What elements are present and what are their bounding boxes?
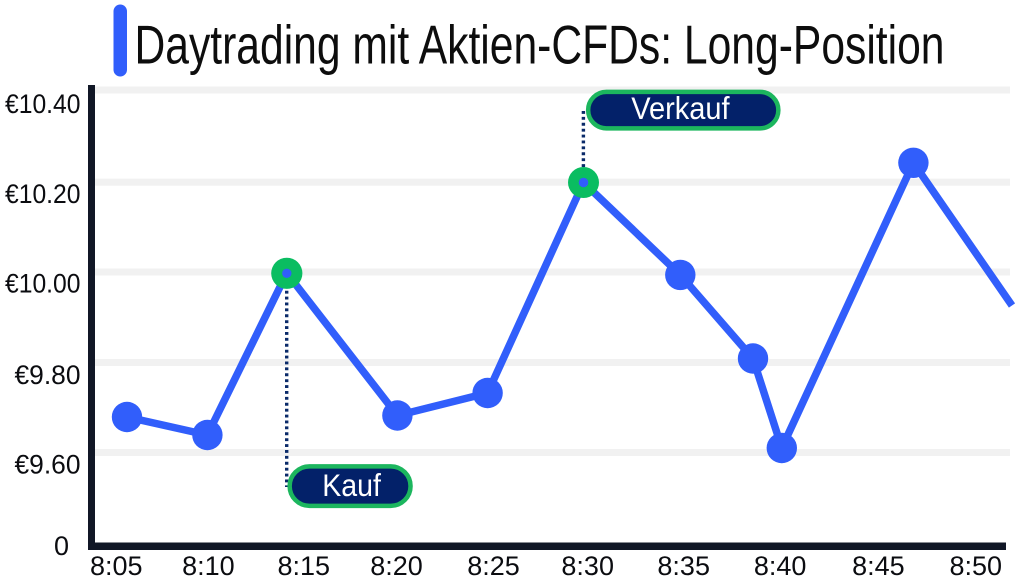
- svg-text:8:05: 8:05: [90, 551, 143, 581]
- svg-text:€10.40: €10.40: [5, 89, 81, 119]
- svg-text:8:40: 8:40: [754, 551, 807, 581]
- svg-text:8:25: 8:25: [467, 551, 520, 581]
- svg-text:Verkauf: Verkauf: [631, 90, 730, 126]
- svg-text:0: 0: [54, 531, 69, 561]
- svg-text:8:20: 8:20: [370, 551, 423, 581]
- svg-text:8:10: 8:10: [182, 551, 235, 581]
- svg-text:8:15: 8:15: [278, 551, 331, 581]
- svg-text:8:45: 8:45: [852, 551, 905, 581]
- svg-text:8:50: 8:50: [950, 551, 1003, 581]
- svg-text:€9.60: €9.60: [15, 449, 81, 479]
- svg-text:Daytrading mit Aktien-CFDs: Lo: Daytrading mit Aktien-CFDs: Long-Positio…: [135, 14, 945, 76]
- svg-text:€10.00: €10.00: [5, 268, 81, 298]
- svg-text:Kauf: Kauf: [322, 467, 381, 503]
- svg-text:8:30: 8:30: [561, 551, 614, 581]
- svg-text:8:35: 8:35: [657, 551, 710, 581]
- svg-text:€10.20: €10.20: [5, 179, 81, 209]
- svg-text:€9.80: €9.80: [15, 360, 81, 390]
